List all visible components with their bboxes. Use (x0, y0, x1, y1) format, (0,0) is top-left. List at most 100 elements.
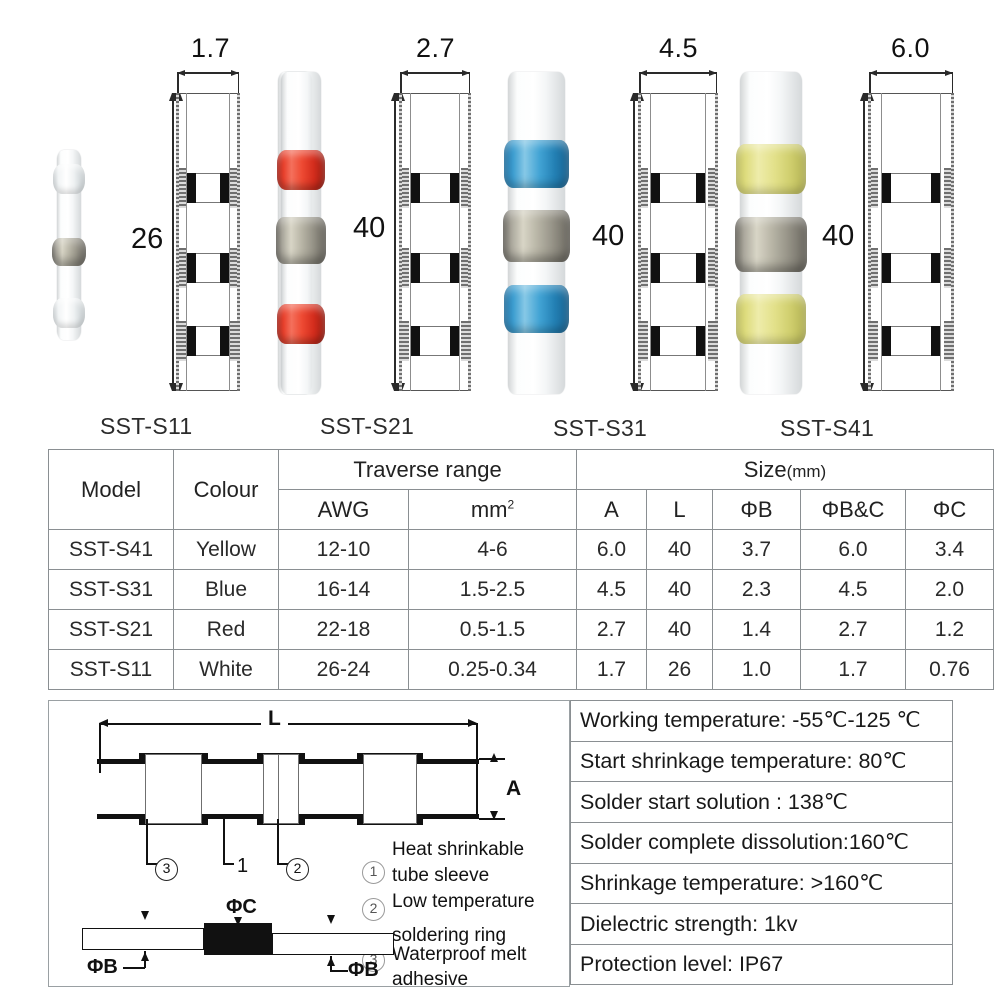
legend-text-3-line1: Waterproof melt (392, 944, 527, 965)
cell-a: 2.7 (576, 609, 647, 650)
solder-ring (52, 238, 86, 266)
cell-mm2: 0.25-0.34 (408, 649, 577, 690)
diameter-label-3: 4.5 (659, 33, 699, 63)
table-row: SST-S31 Blue 16-14 1.5-2.5 4.5 40 2.3 4.… (48, 569, 995, 610)
cell-colour: Yellow (173, 529, 279, 570)
legend-text-1-line2: tube sleeve (392, 865, 490, 886)
cell-a: 1.7 (576, 649, 647, 690)
cell-mm2: 1.5-2.5 (408, 569, 577, 610)
phi-b-right-arrow-icon (327, 915, 335, 924)
model-label-3: SST-S31 (553, 415, 648, 441)
length-extension-left (99, 723, 101, 773)
a-arrow-up-icon (490, 753, 498, 762)
header-model: Model (48, 449, 174, 530)
product-photo-sst-s41 (735, 72, 807, 394)
length-caliper-4 (860, 93, 871, 391)
cell-a: 6.0 (576, 529, 647, 570)
schematic-sst-s21 (399, 93, 471, 391)
header-phi-bc: ΦB&C (800, 489, 906, 530)
legend-marker-2: 2 (362, 898, 385, 921)
product-gallery: 1.7 26 (0, 0, 1000, 441)
connector-body-drawing (97, 753, 479, 825)
model-label-1: SST-S11 (100, 413, 193, 439)
cell-colour: Red (173, 609, 279, 650)
cell-l: 40 (646, 529, 713, 570)
header-size: Size(mm) (575, 449, 995, 490)
cell-phi-b: 2.3 (712, 569, 801, 610)
cell-colour: White (173, 649, 279, 690)
phi-b-right-label: ΦB (348, 959, 379, 981)
a-dimension-label: A (506, 777, 522, 800)
length-label-4: 40 (822, 220, 855, 252)
callout-1: 1 (237, 855, 249, 877)
a-arrow-down-icon (490, 811, 498, 820)
seal-ring-top (504, 140, 569, 188)
adhesive-ring-box (145, 754, 202, 824)
model-label-2: SST-S21 (320, 413, 415, 439)
phi-c-arrow-icon (234, 917, 242, 926)
cell-phi-bc: 2.7 (800, 609, 906, 650)
cell-phi-c: 0.76 (904, 649, 995, 690)
cell-phi-bc: 1.7 (800, 649, 906, 690)
header-mm2-sup: 2 (507, 497, 515, 512)
length-label-2: 40 (353, 212, 386, 244)
phi-b-right-leader-v (330, 956, 332, 971)
phi-b-right-leader (330, 970, 348, 972)
table-row: SST-S41 Yellow 12-10 4-6 6.0 40 3.7 6.0 … (48, 529, 995, 570)
seal-ring-top (53, 164, 85, 194)
cell-phi-b: 1.0 (712, 649, 801, 690)
legend-text-1-line1: Heat shrinkable (392, 839, 525, 860)
header-size-unit: (mm) (786, 461, 827, 481)
cell-phi-bc: 4.5 (800, 569, 906, 610)
spec-row-dielectric-strength: Dielectric strength: 1kv (570, 903, 953, 945)
adhesive-ring-box-2 (363, 754, 417, 824)
phi-b-left-arrow-icon (141, 911, 149, 920)
cell-awg: 26-24 (278, 649, 409, 690)
product-photo-sst-s31 (503, 72, 570, 394)
leader-3 (146, 819, 148, 864)
phi-b-left-leader-v (144, 951, 146, 968)
cell-awg: 22-18 (278, 609, 409, 650)
cell-awg: 16-14 (278, 569, 409, 610)
seal-ring-top (736, 144, 806, 194)
spec-row-solder-complete-dissolution: Solder complete dissolution:160℃ (570, 822, 953, 863)
schematic-sst-s11 (176, 93, 240, 391)
specification-table: Model Colour Traverse range Size(mm) AWG… (48, 449, 995, 690)
header-size-text: Size (743, 456, 787, 482)
table-row: SST-S21 Red 22-18 0.5-1.5 2.7 40 1.4 2.7… (48, 609, 995, 650)
solder-block (204, 923, 272, 955)
header-l: L (646, 489, 713, 530)
spec-row-solder-start-solution: Solder start solution : 138℃ (570, 781, 953, 823)
cell-model: SST-S11 (48, 649, 174, 690)
leader-2-foot (277, 863, 288, 865)
cell-awg: 12-10 (278, 529, 409, 570)
length-arrow-left-icon (99, 719, 108, 727)
phi-b-left-label: ΦB (87, 956, 118, 978)
length-arrow-right-icon (468, 719, 477, 727)
specification-table-wrapper: Model Colour Traverse range Size(mm) AWG… (48, 449, 995, 690)
phi-b-left-leader (123, 967, 145, 969)
header-mm2-text: mm (470, 496, 508, 522)
phi-c-label: ΦC (226, 896, 257, 918)
solder-ring (276, 217, 326, 264)
length-dimension-label: L (261, 707, 288, 731)
length-label-1: 26 (131, 223, 164, 255)
table-header-group-row: Model Colour Traverse range Size(mm) (48, 449, 995, 530)
header-phi-c: ΦC (904, 489, 995, 530)
callout-2: 2 (286, 858, 309, 881)
cell-a: 4.5 (576, 569, 647, 610)
model-label-4: SST-S41 (780, 415, 875, 441)
a-tick-top (479, 758, 505, 760)
cell-mm2: 4-6 (408, 529, 577, 570)
leader-1-foot (223, 863, 234, 865)
header-awg: AWG (278, 489, 409, 530)
cell-l: 40 (646, 569, 713, 610)
length-dimension-line (99, 723, 477, 725)
spec-row-start-shrinkage-temperature: Start shrinkage temperature: 80℃ (570, 740, 953, 782)
cell-phi-b: 1.4 (712, 609, 801, 650)
spec-row-working-temperature: Working temperature: -55℃-125 ℃ (570, 700, 953, 741)
seal-ring-bottom (277, 304, 325, 344)
length-caliper-2 (391, 93, 402, 391)
a-tick-bottom (479, 818, 505, 820)
